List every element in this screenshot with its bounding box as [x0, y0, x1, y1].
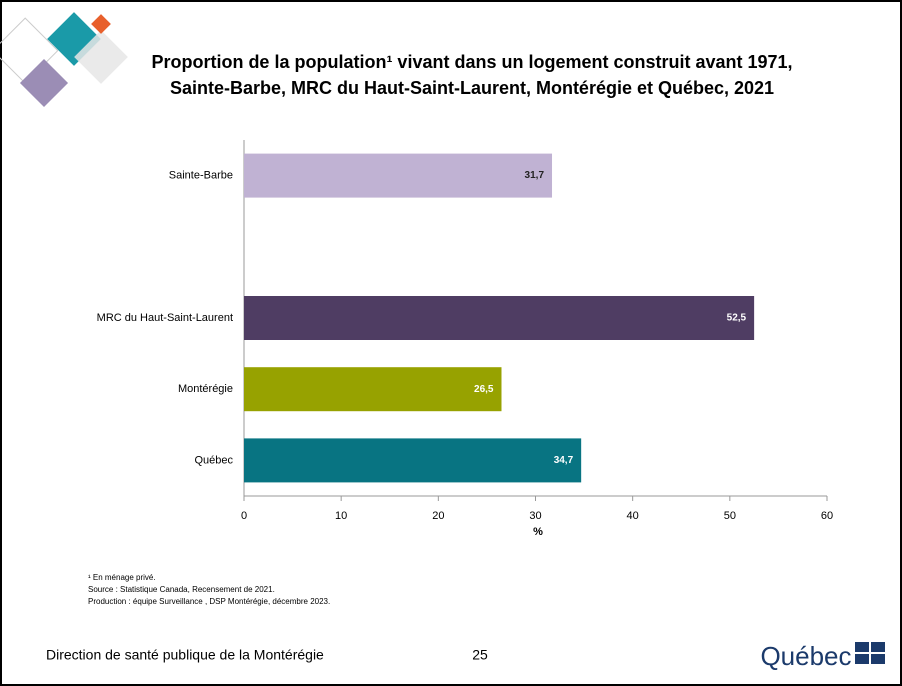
bar	[244, 438, 582, 483]
chart-title: Sainte-Barbe, MRC du Haut-Saint-Laurent,…	[170, 78, 774, 98]
footer-text: Direction de santé publique de la Montér…	[46, 647, 324, 663]
x-tick-label: 40	[627, 510, 639, 522]
bar	[244, 153, 553, 198]
value-label: 34,7	[554, 455, 574, 466]
value-label: 31,7	[525, 170, 545, 181]
x-tick-label: 30	[529, 510, 541, 522]
footnote: ¹ En ménage privé.	[88, 573, 156, 582]
x-tick-label: 0	[241, 510, 247, 522]
bar	[244, 367, 502, 412]
footnote: Production : équipe Surveillance , DSP M…	[88, 597, 330, 606]
y-tick-label: Québec	[194, 454, 233, 466]
bar	[244, 296, 755, 340]
x-tick-label: 60	[821, 510, 833, 522]
chart-title: Proportion de la population¹ vivant dans…	[151, 52, 792, 72]
logo-flag	[855, 642, 885, 664]
value-label: 52,5	[727, 313, 747, 324]
y-tick-label: MRC du Haut-Saint-Laurent	[97, 312, 233, 324]
decoration	[0, 12, 128, 108]
y-tick-label: Montérégie	[178, 383, 233, 395]
y-tick-label: Sainte-Barbe	[169, 170, 233, 182]
x-tick-label: 50	[724, 510, 736, 522]
x-tick-label: 20	[432, 510, 444, 522]
value-label: 26,5	[474, 384, 494, 395]
footnote: Source : Statistique Canada, Recensement…	[88, 585, 275, 594]
logo-text: Québec	[760, 641, 851, 671]
x-tick-label: 10	[335, 510, 347, 522]
x-axis-label: %	[533, 526, 543, 538]
page-number: 25	[472, 647, 488, 663]
